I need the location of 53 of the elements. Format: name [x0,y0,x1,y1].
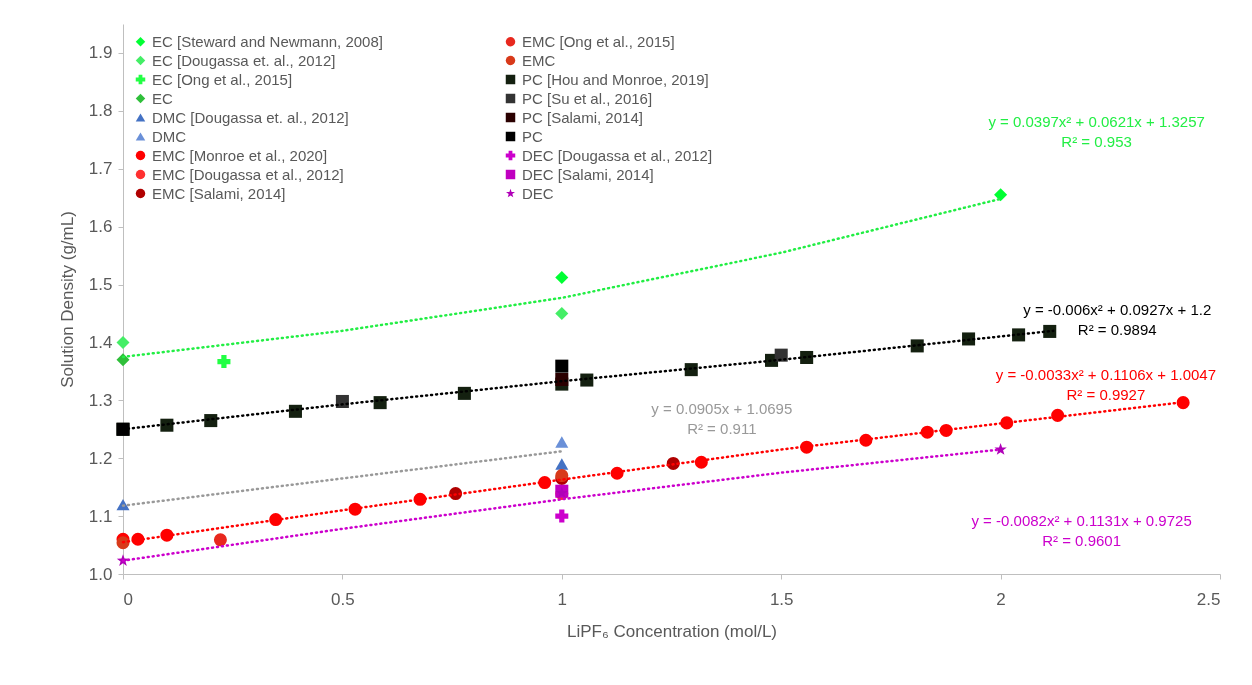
legend-label: EMC [522,51,556,69]
annotation: y = -0.006x² + 0.0927x + 1.2 R² = 0.9894 [1023,300,1212,338]
x-tick-label: 0.5 [331,589,355,609]
point [555,306,569,320]
point [555,436,569,448]
point [116,335,130,349]
legend-label: EC [Dougassa et. al., 2012] [152,51,336,69]
legend-label: EMC [Ong et al., 2015] [522,32,675,50]
annotation: y = -0.0082x² + 0.1131x + 0.9725 R² = 0.9601 [971,511,1192,549]
y-tick-label: 1.4 [88,332,113,352]
legend-label: EC [Ong et al., 2015] [152,70,293,88]
y-tick-label: 1.2 [88,448,113,468]
point [555,359,569,373]
y-tick-label: 1.0 [88,564,113,584]
y-tick-label: 1.7 [88,159,113,179]
legend-label: PC [522,127,543,145]
legend-label: DEC [522,184,554,202]
x-tick-label: 2.5 [1196,589,1221,609]
y-tick-label: 1.1 [88,506,113,526]
legend-label: DMC [152,127,187,145]
point [555,271,569,285]
point [217,355,231,369]
y-tick-label: 1.5 [88,275,113,295]
legend-label: PC [Hou and Monroe, 2019] [522,70,709,88]
y-tick-label: 1.6 [88,217,113,237]
x-tick-label: 2 [996,589,1006,609]
legend-label: DMC [Dougassa et. al., 2012] [152,108,349,126]
y-axis-title: Solution Density (g/mL) [57,211,77,388]
legend-label: EC [152,89,173,107]
legend-label: EC [Steward and Newmann, 2008] [152,32,383,50]
point [213,533,227,547]
x-tick-label: 0 [123,589,133,609]
legend-label: PC [Salami, 2014] [522,108,643,126]
legend-label: DEC [Dougassa et al., 2012] [522,146,713,164]
legend-label: PC [Su et al., 2016] [522,89,653,107]
y-tick-label: 1.3 [88,390,113,410]
point [555,509,569,523]
point [555,458,569,470]
x-tick-label: 1.5 [769,589,794,609]
annotation: y = -0.0033x² + 0.1106x + 1.0047 R² = 0.9927 [995,366,1217,404]
point [994,188,1008,202]
y-tick-label: 1.9 [88,43,113,63]
point [116,353,130,367]
legend-label: EMC [Monroe et al., 2020] [152,146,328,164]
legend-label: EMC [Salami, 2014] [152,184,286,202]
legend-label: DEC [Salami, 2014] [522,165,654,183]
point [994,443,1007,455]
x-axis-title: LiPF₆ Concentration (mol/L) [567,621,777,641]
x-tick-label: 1 [557,589,568,609]
y-tick-label: 1.8 [88,101,113,121]
annotation: y = 0.0905x + 1.0695 R² = 0.911 [651,400,793,438]
legend-label: EMC [Dougassa et al., 2012] [152,165,344,183]
annotation: y = 0.0397x² + 0.0621x + 1.3257 R² = 0.953 [988,112,1205,150]
